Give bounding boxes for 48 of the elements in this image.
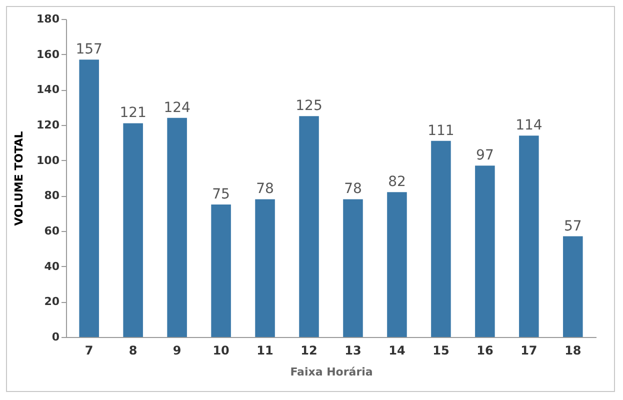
x-tick-label: 11 [256, 344, 274, 358]
x-tick-label: 18 [564, 344, 582, 358]
data-label: 57 [564, 218, 582, 234]
bar [167, 118, 187, 337]
y-tick-label: 0 [52, 330, 60, 344]
x-tick-label: 9 [172, 344, 182, 358]
x-tick-label: 14 [388, 344, 406, 358]
data-label: 157 [76, 42, 102, 58]
x-tick-label: 7 [84, 344, 94, 358]
y-tick-label: 20 [44, 295, 60, 308]
bar [563, 236, 583, 337]
bar [299, 116, 319, 337]
bar [123, 123, 143, 337]
bar [519, 136, 539, 337]
data-label: 97 [476, 148, 494, 164]
bar [79, 60, 99, 337]
x-tick-label: 12 [300, 344, 318, 358]
bar [255, 199, 275, 337]
data-label: 78 [344, 181, 362, 198]
y-tick-label: 60 [44, 224, 60, 238]
y-axis-title: VOLUME TOTAL [12, 131, 26, 226]
data-label: 78 [256, 181, 274, 198]
x-axis-title: Faixa Horária [290, 366, 373, 378]
x-tick-label: 13 [344, 344, 362, 358]
bar [343, 199, 363, 337]
bar [387, 192, 407, 337]
bar [475, 166, 495, 337]
x-tick-label: 17 [520, 344, 538, 358]
y-tick-label: 100 [36, 154, 60, 167]
data-label: 114 [516, 118, 542, 134]
x-tick-label: 16 [476, 344, 494, 358]
y-tick-label: 40 [44, 260, 60, 273]
data-label: 125 [296, 98, 322, 114]
x-tick-label: 10 [212, 344, 230, 358]
x-tick-label: 15 [432, 344, 450, 358]
bar [211, 204, 231, 337]
y-tick-label: 140 [36, 83, 60, 96]
data-label: 124 [164, 100, 191, 116]
data-label: 75 [212, 186, 230, 202]
data-label: 111 [428, 122, 454, 139]
y-tick-label: 160 [36, 48, 60, 61]
data-label: 121 [120, 105, 146, 122]
y-tick-label: 120 [36, 118, 60, 132]
y-tick-label: 180 [36, 12, 60, 26]
data-label: 82 [388, 174, 406, 190]
y-tick-label: 80 [44, 189, 60, 202]
bar [431, 140, 451, 337]
x-tick-label: 8 [128, 344, 138, 358]
